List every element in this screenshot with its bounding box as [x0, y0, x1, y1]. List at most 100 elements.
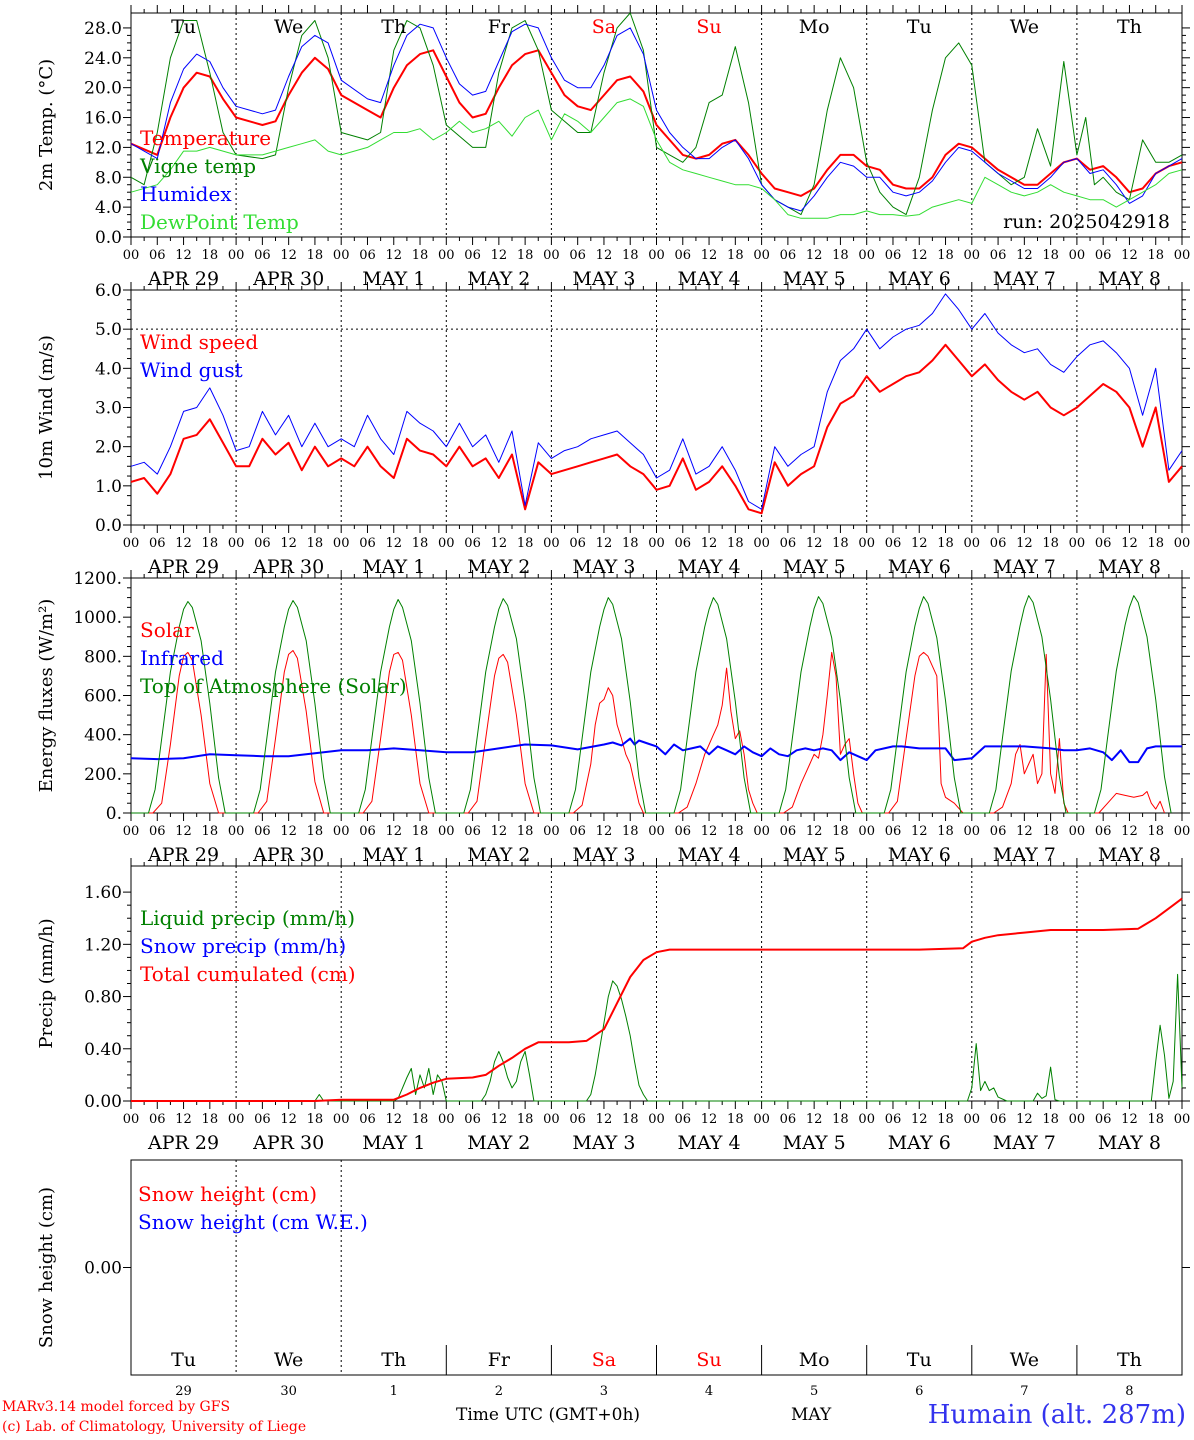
hour-tick-label: 06: [569, 248, 586, 263]
date-label: MAY 7: [993, 1132, 1056, 1154]
date-label: MAY 1: [362, 844, 425, 866]
weekday-label: Sa: [592, 16, 616, 38]
hour-tick-label: 06: [780, 536, 797, 551]
hour-tick-label: 06: [885, 1112, 902, 1127]
date-label: MAY 6: [888, 556, 951, 578]
date-label: MAY 2: [467, 844, 530, 866]
y-tick-label: 1000.: [73, 608, 122, 628]
hour-tick-label: 00: [753, 824, 770, 839]
legend-entry: Vigne temp: [139, 154, 256, 178]
hour-tick-label: 12: [385, 248, 402, 263]
day-number-label: 5: [810, 1384, 818, 1399]
y-tick-label: 28.0: [84, 19, 122, 39]
hour-tick-label: 00: [438, 248, 455, 263]
date-label: MAY 2: [467, 268, 530, 290]
date-label: MAY 3: [572, 1132, 635, 1154]
weekday-label: We: [1010, 1349, 1039, 1371]
hour-tick-label: 18: [1147, 824, 1164, 839]
hour-tick-label: 06: [359, 1112, 376, 1127]
hour-tick-label: 00: [1069, 248, 1086, 263]
date-label: MAY 2: [467, 1132, 530, 1154]
hour-tick-label: 12: [701, 824, 718, 839]
hour-tick-label: 00: [123, 1112, 140, 1127]
hour-tick-label: 18: [307, 1112, 324, 1127]
hour-tick-label: 00: [1174, 824, 1191, 839]
hour-tick-label: 12: [911, 536, 928, 551]
hour-tick-label: 18: [307, 824, 324, 839]
hour-tick-label: 06: [675, 248, 692, 263]
hour-tick-label: 00: [648, 824, 665, 839]
hour-tick-label: 00: [228, 536, 245, 551]
weekday-label: We: [274, 16, 303, 38]
hour-tick-label: 12: [1121, 536, 1138, 551]
series-wind-gust: [130, 293, 1183, 510]
hour-tick-label: 06: [569, 1112, 586, 1127]
legend-entry: Liquid precip (mm/h): [140, 906, 355, 930]
hour-tick-label: 18: [412, 824, 429, 839]
y-tick-label: 6.0: [95, 281, 122, 301]
hour-tick-label: 12: [806, 824, 823, 839]
hour-tick-label: 12: [596, 1112, 613, 1127]
hour-tick-label: 18: [412, 1112, 429, 1127]
hour-tick-label: 18: [937, 824, 954, 839]
hour-tick-label: 18: [307, 248, 324, 263]
date-label: MAY 4: [678, 268, 741, 290]
series-wind-speed: [130, 343, 1183, 515]
date-label: APR 30: [252, 1132, 324, 1154]
date-label: MAY 1: [362, 556, 425, 578]
series-total-cumulated-cm: [131, 897, 1183, 1102]
hour-tick-label: 18: [1042, 1112, 1059, 1127]
weekday-label: Su: [696, 1349, 721, 1371]
weekday-label: Su: [696, 16, 721, 38]
legend-entry: Wind speed: [140, 330, 258, 354]
month-label: MAY: [791, 1405, 832, 1425]
hour-tick-label: 00: [543, 536, 560, 551]
legend-entry: Total cumulated (cm): [140, 962, 356, 986]
hour-tick-label: 12: [491, 248, 508, 263]
hour-tick-label: 00: [858, 536, 875, 551]
date-label: APR 29: [147, 844, 219, 866]
hour-tick-label: 06: [990, 248, 1007, 263]
hour-tick-label: 12: [806, 248, 823, 263]
hour-tick-label: 18: [622, 536, 639, 551]
series-liquid-precip-mm-h: [131, 973, 1183, 1102]
hour-tick-label: 06: [569, 824, 586, 839]
panel-energy: 0. 200. 400. 600. 800. 1000. 1200. Energy fluxe…: [36, 569, 1190, 866]
hour-tick-label: 18: [1147, 536, 1164, 551]
hour-tick-label: 12: [491, 536, 508, 551]
y-tick-label: 0.0: [95, 516, 122, 536]
y-tick-label: 8.0: [95, 168, 122, 188]
hour-tick-label: 18: [832, 248, 849, 263]
weekday-label: Tu: [907, 16, 932, 38]
y-tick-label: 0.00: [84, 1092, 122, 1112]
date-label: MAY 5: [783, 844, 846, 866]
hour-tick-label: 00: [228, 824, 245, 839]
weekday-label: Th: [1117, 16, 1142, 38]
y-tick-label: 1.0: [95, 477, 122, 497]
y-tick-label: 1.60: [84, 883, 122, 903]
y-tick-label: 4.0: [95, 198, 122, 218]
hour-tick-label: 06: [675, 536, 692, 551]
hour-tick-label: 12: [385, 824, 402, 839]
hour-tick-label: 12: [1121, 248, 1138, 263]
hour-tick-label: 12: [596, 824, 613, 839]
station-label: Humain (alt. 287m): [927, 1400, 1186, 1430]
hour-tick-label: 00: [1174, 536, 1191, 551]
legend-entry: Infrared: [140, 646, 224, 670]
hour-tick-label: 06: [1095, 248, 1112, 263]
y-tick-label: 3.0: [95, 399, 122, 419]
date-label: APR 30: [252, 268, 324, 290]
date-label: MAY 7: [993, 844, 1056, 866]
hour-tick-label: 06: [149, 824, 166, 839]
hour-tick-label: 12: [1016, 248, 1033, 263]
hour-tick-label: 18: [832, 536, 849, 551]
series-top-of-atmosphere-solar: [131, 595, 1172, 814]
hour-tick-label: 12: [806, 1112, 823, 1127]
hour-tick-label: 12: [175, 248, 192, 263]
y-axis-label: Precip (mm/h): [36, 918, 57, 1048]
hour-tick-label: 00: [964, 824, 981, 839]
hour-tick-label: 00: [753, 536, 770, 551]
hour-tick-label: 18: [727, 536, 744, 551]
hour-tick-label: 06: [254, 824, 271, 839]
date-label: MAY 6: [888, 1132, 951, 1154]
